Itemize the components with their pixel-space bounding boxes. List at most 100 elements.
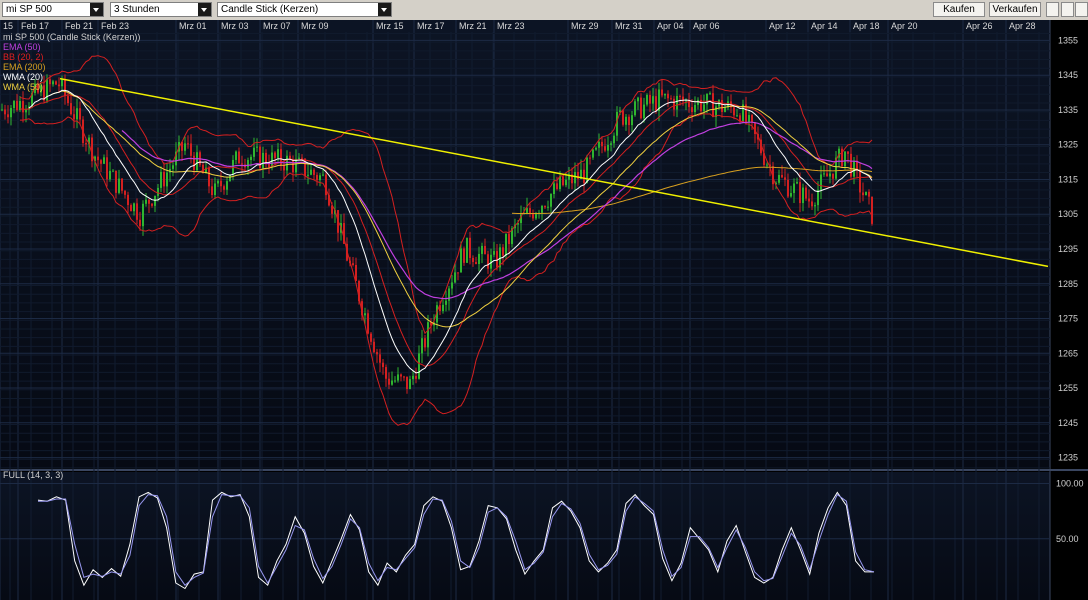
candle-body [640,97,642,119]
candle-body [865,191,867,196]
candle-body [604,146,606,151]
grid-tool-icon[interactable] [1075,2,1088,17]
candle-body [421,338,423,354]
candle-body [787,179,789,197]
candle-body [442,304,444,312]
candle-body [205,167,207,174]
candle-body [412,375,414,380]
candle-body [88,137,90,145]
candle-body [490,254,492,269]
candle-body [376,352,378,355]
candle-body [688,100,690,108]
chart-type-select[interactable]: Candle Stick (Kerzen) [217,2,392,17]
candle-body [691,107,693,113]
candle-body [625,116,627,125]
horizontal-gridlines [0,32,1050,540]
candle-body [835,157,837,179]
candle-body [775,182,777,185]
candle-body [823,173,825,175]
ema-200-line [511,166,873,214]
candle-body [511,228,513,245]
candle-body [127,194,129,206]
sell-button[interactable]: Verkaufen [989,2,1041,17]
cursor-tool-icon[interactable] [1046,2,1059,17]
candle-body [460,248,462,273]
candle-body [145,199,147,204]
interval-select[interactable]: 3 Stunden [110,2,212,17]
candle-body [31,93,33,107]
candle-body [19,101,21,111]
candle-body [454,272,456,283]
candle-body [559,176,561,190]
candle-body [46,79,48,101]
candle-body [784,177,786,180]
candle-body [319,175,321,181]
candle-body [187,143,189,145]
candle-body [256,146,258,148]
candle-body [664,93,666,96]
candle-body [397,374,399,381]
candle-body [697,99,699,105]
candle-body [646,94,648,105]
candle-body [259,146,261,168]
candle-body [121,178,123,191]
bb-line [19,55,873,335]
candle-body [304,158,306,176]
price-tick-label: 1245 [1058,418,1078,428]
chart-title: mi SP 500 (Candle Stick (Kerzen)) [3,32,140,42]
chart-area[interactable]: 15 Feb 17 Feb 21 Feb 23 Mrz 01 Mrz 03 Mrz 07 Mr… [0,20,1088,600]
date-tick-label: Feb 23 [101,21,129,31]
candle-body [682,96,684,102]
date-tick-label: Mrz 21 [459,21,487,31]
candle-body [814,205,816,207]
candle-body [568,174,570,180]
chart-type-select-value: Candle Stick (Kerzen) [221,4,319,15]
trendline[interactable] [59,77,1049,268]
date-tick-label: Apr 14 [811,21,838,31]
toolbar: mi SP 500 3 Stunden Candle Stick (Kerzen… [0,0,1088,21]
candle-body [472,257,474,262]
candle-body [661,89,663,96]
candle-body [790,193,792,197]
candle-body [637,97,639,102]
candle-body [295,158,297,173]
bollinger-bands [19,55,873,426]
candle-body [238,151,240,164]
candle-body [13,100,15,109]
candle-body [97,156,99,161]
buy-button[interactable]: Kaufen [933,2,985,17]
candle-body [631,115,633,126]
candle-body [613,135,615,144]
candle-body [733,107,735,116]
candle-body [289,155,291,160]
date-tick-label: 15 [3,21,13,31]
chevron-down-icon[interactable] [198,3,211,16]
candle-body [85,143,87,145]
candle-body [844,151,846,167]
candle-body [64,78,66,97]
candle-body [424,338,426,348]
candle-body [676,95,678,110]
candle-body [136,203,138,220]
candle-body [220,180,222,187]
candle-body [52,81,54,85]
candle-body [7,114,9,118]
candle-body [544,205,546,208]
candle-body [439,305,441,312]
candle-body [862,192,864,196]
candle-body [547,206,549,208]
chevron-down-icon[interactable] [378,3,391,16]
stoch-signal-line [38,493,875,586]
chevron-down-icon[interactable] [90,3,103,16]
candle-body [253,147,255,157]
candle-body [832,173,834,179]
candle-body [868,191,870,197]
candle-body [361,301,363,316]
instrument-select[interactable]: mi SP 500 [2,2,104,17]
candle-body [754,122,756,135]
candle-body [166,172,168,187]
candle-body [667,93,669,99]
draw-line-tool-icon[interactable] [1061,2,1074,17]
date-tick-label: Mrz 31 [615,21,643,31]
candle-body [736,115,738,117]
